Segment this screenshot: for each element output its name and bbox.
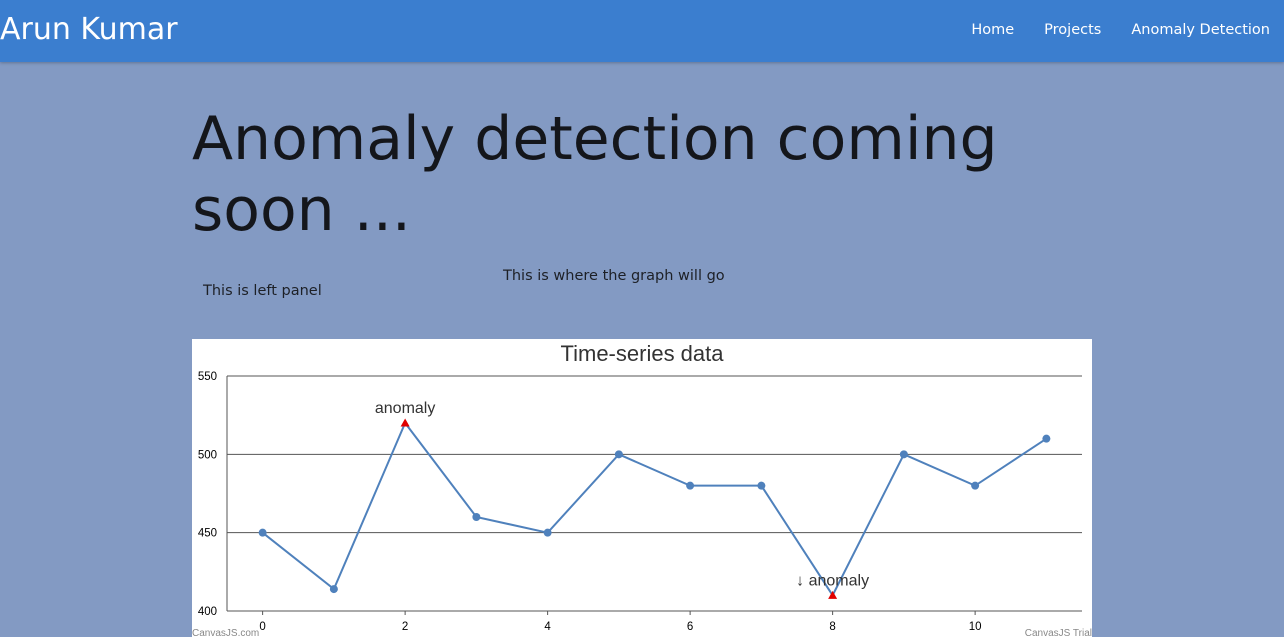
page-heading: Anomaly detection coming soon ... (192, 104, 998, 245)
y-tick-label: 550 (198, 371, 217, 383)
navbar: Arun Kumar Home Projects Anomaly Detecti… (0, 0, 1284, 62)
nav-anomaly-detection-link[interactable]: Anomaly Detection (1131, 22, 1270, 38)
data-point (971, 481, 980, 490)
data-point (472, 513, 481, 521)
x-tick-label: 0 (259, 621, 265, 633)
data-point (329, 585, 338, 594)
data-point (686, 481, 695, 490)
time-series-chart: Time-series data 400 450 500 550 0 2 4 6 8 10 anom… (192, 339, 1092, 637)
chart-gridlines (227, 375, 1082, 534)
brand-link[interactable]: Arun Kumar (0, 12, 178, 47)
x-tick-label: 2 (402, 621, 408, 633)
data-point (899, 450, 908, 459)
chart-axes (226, 376, 1082, 615)
data-point (543, 528, 552, 537)
anomaly-label: anomaly (375, 400, 435, 417)
chart-labels: 400 450 500 550 0 2 4 6 8 10 anomaly ↓ anomaly (198, 371, 982, 633)
data-point (1042, 434, 1051, 443)
nav-home-link[interactable]: Home (971, 22, 1015, 38)
y-tick-label: 400 (198, 606, 217, 618)
y-tick-label: 450 (198, 528, 217, 540)
series-line (262, 421, 1047, 598)
anomaly-label: ↓ anomaly (796, 572, 869, 589)
chart-credit-left: CanvasJS.com (192, 628, 259, 637)
chart-svg: Time-series data 400 450 500 550 0 2 4 6 8 10 anom… (192, 341, 1092, 637)
y-tick-label: 500 (198, 449, 217, 461)
data-point (614, 450, 623, 459)
x-tick-label: 8 (829, 621, 835, 633)
chart-credit-right: CanvasJS Trial (1025, 628, 1092, 637)
anomaly-marker (828, 590, 838, 599)
chart-title: Time-series data (560, 341, 724, 366)
x-tick-label: 4 (544, 621, 551, 633)
anomaly-marker (400, 418, 410, 427)
chart-series (258, 418, 1051, 599)
x-tick-label: 10 (969, 621, 982, 633)
nav-links: Home Projects Anomaly Detection (941, 20, 1270, 40)
graph-placeholder-text: This is where the graph will go (503, 268, 725, 284)
x-tick-label: 6 (687, 621, 693, 633)
data-point (757, 481, 766, 490)
nav-projects-link[interactable]: Projects (1044, 22, 1102, 38)
data-point (258, 528, 267, 537)
left-panel: This is left panel (203, 283, 322, 299)
